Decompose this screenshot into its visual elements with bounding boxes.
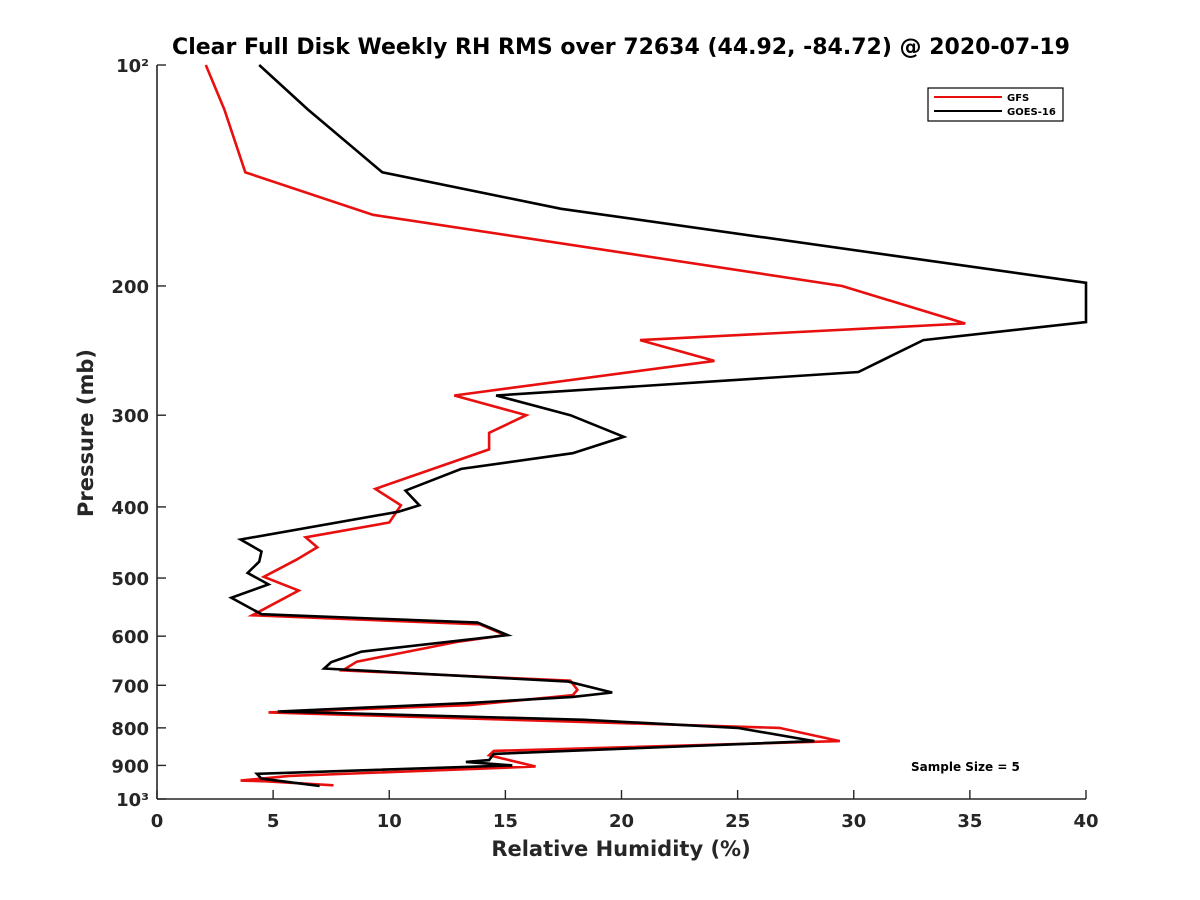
legend-label-goes16: GOES-16 [1007, 107, 1056, 118]
series-lines [204, 64, 1088, 788]
y-tick-label: 10² [116, 56, 149, 77]
legend: GFS GOES-16 [927, 87, 1064, 122]
y-tick-label: 700 [111, 676, 149, 697]
x-tick-label: 20 [609, 811, 634, 832]
x-tick-label: 40 [1073, 811, 1098, 832]
y-tick-label: 200 [111, 277, 149, 298]
x-axis-ticks: 0 5 10 15 20 25 30 35 40 [151, 790, 1099, 832]
chart-title: Clear Full Disk Weekly RH RMS over 72634… [172, 35, 1070, 60]
x-tick-label: 15 [493, 811, 518, 832]
x-tick-label: 0 [151, 811, 164, 832]
y-tick-label: 300 [111, 406, 149, 427]
y-axis-label: Pressure (mb) [74, 349, 98, 517]
y-tick-label: 500 [111, 569, 149, 590]
y-tick-label: 400 [111, 498, 149, 519]
sample-size-annotation: Sample Size = 5 [911, 760, 1020, 774]
x-tick-label: 10 [377, 811, 402, 832]
x-tick-label: 25 [725, 811, 750, 832]
y-tick-label: 10³ [116, 790, 149, 811]
series-line-goes16 [228, 64, 1088, 788]
x-tick-label: 30 [841, 811, 866, 832]
legend-label-gfs: GFS [1007, 93, 1029, 104]
y-axis-ticks: 10² 200 300 400 500 600 700 800 900 10³ [111, 56, 166, 811]
legend-box [927, 87, 1064, 122]
y-tick-label: 800 [111, 719, 149, 740]
x-tick-label: 5 [267, 811, 280, 832]
x-tick-label: 35 [957, 811, 982, 832]
y-tick-label: 900 [111, 756, 149, 777]
x-axis-label: Relative Humidity (%) [491, 837, 750, 861]
y-tick-label: 600 [111, 627, 149, 648]
